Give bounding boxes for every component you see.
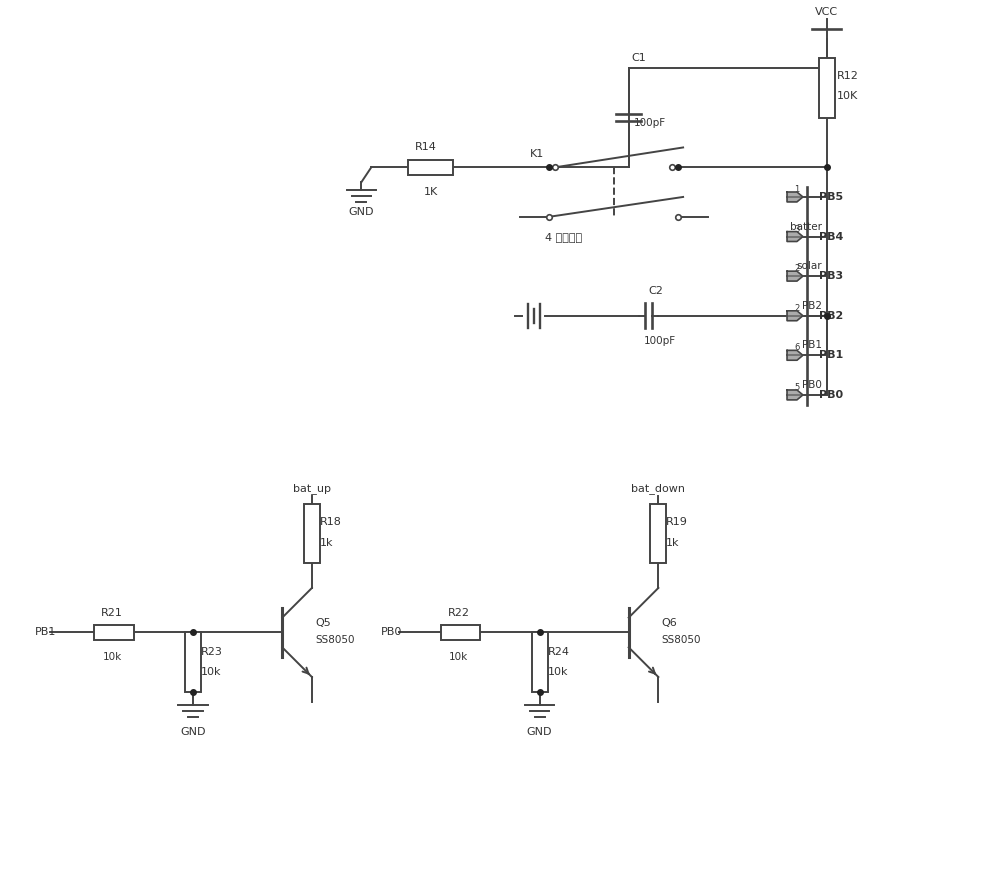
Text: solar: solar	[796, 261, 822, 271]
Text: 10K: 10K	[837, 91, 858, 101]
Text: GND: GND	[527, 727, 552, 737]
Text: R14: R14	[415, 142, 437, 152]
Bar	[441, 625, 480, 640]
Text: 10k: 10k	[102, 653, 122, 662]
Text: 2: 2	[794, 304, 800, 313]
Text: PB1: PB1	[35, 628, 56, 637]
Text: 1k: 1k	[666, 538, 680, 548]
Text: 1k: 1k	[320, 538, 333, 548]
Text: 4 轻触开关: 4 轻触开关	[545, 232, 582, 241]
Polygon shape	[787, 232, 803, 241]
Text: 10k: 10k	[548, 667, 568, 677]
Text: GND: GND	[180, 727, 206, 737]
Text: PB2: PB2	[802, 300, 822, 311]
Polygon shape	[787, 390, 803, 400]
Text: 3: 3	[794, 224, 800, 233]
Text: bat_up: bat_up	[293, 483, 331, 493]
Bar	[532, 632, 548, 692]
Text: PB3: PB3	[819, 271, 843, 281]
Text: GND: GND	[349, 207, 374, 217]
Text: Q5: Q5	[315, 618, 331, 628]
Text: PB1: PB1	[819, 350, 843, 360]
Text: R12: R12	[837, 72, 858, 81]
Text: K1: K1	[530, 149, 545, 159]
Text: R18: R18	[320, 517, 342, 527]
Text: PB4: PB4	[819, 232, 843, 241]
Bar	[185, 632, 201, 692]
Text: R21: R21	[101, 608, 123, 618]
Text: batter: batter	[790, 222, 822, 232]
Text: 1K: 1K	[424, 187, 438, 197]
Bar	[304, 504, 320, 563]
Text: SS8050: SS8050	[315, 636, 354, 645]
Bar	[408, 160, 453, 174]
Text: C2: C2	[648, 286, 663, 296]
Text: 10k: 10k	[201, 667, 222, 677]
Text: 100pF: 100pF	[644, 335, 676, 345]
Text: PB5: PB5	[819, 192, 843, 202]
Text: PB1: PB1	[802, 341, 822, 350]
Text: 1: 1	[794, 185, 800, 194]
Text: SS8050: SS8050	[661, 636, 701, 645]
Text: PB0: PB0	[819, 390, 843, 400]
Text: 5: 5	[794, 383, 800, 392]
Polygon shape	[787, 192, 803, 202]
Text: R22: R22	[447, 608, 469, 618]
Text: PB0: PB0	[802, 380, 822, 390]
Polygon shape	[787, 311, 803, 321]
Text: C1: C1	[632, 54, 646, 63]
Text: 6: 6	[794, 343, 800, 352]
Text: 10k: 10k	[449, 653, 468, 662]
Text: R24: R24	[548, 647, 570, 657]
Text: Q6: Q6	[661, 618, 677, 628]
Text: R19: R19	[666, 517, 688, 527]
Text: bat_down: bat_down	[631, 483, 685, 493]
Text: 100pF: 100pF	[634, 118, 666, 128]
Bar	[819, 58, 835, 118]
Polygon shape	[787, 271, 803, 281]
Text: VCC: VCC	[815, 7, 838, 17]
Bar	[94, 625, 134, 640]
Text: R23: R23	[201, 647, 223, 657]
Text: PB0: PB0	[381, 628, 403, 637]
Bar	[650, 504, 666, 563]
Polygon shape	[787, 350, 803, 360]
Text: 2: 2	[794, 264, 800, 274]
Text: PB2: PB2	[819, 311, 843, 321]
